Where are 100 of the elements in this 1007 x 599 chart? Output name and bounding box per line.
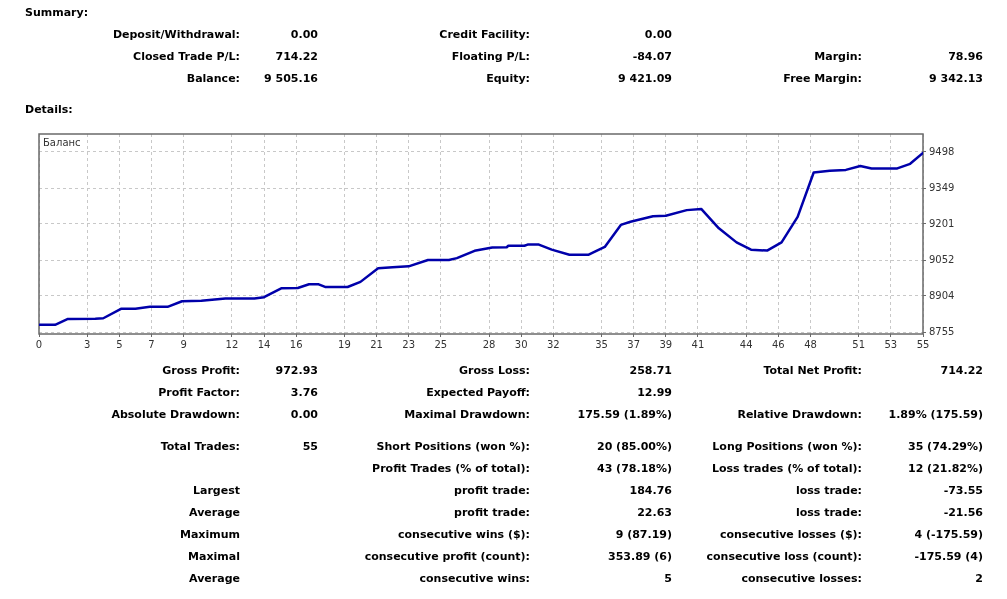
x-tick-label: 21	[370, 338, 383, 350]
text: Total Trades:	[160, 439, 240, 455]
y-tick-label: 9052	[929, 253, 955, 265]
text: loss trade:	[795, 483, 862, 499]
text: 35 (74.29%)	[907, 439, 983, 455]
text: Floating P/L:	[451, 49, 530, 65]
text: 714.22	[940, 363, 983, 379]
text: 3.76	[290, 385, 318, 401]
text: 5	[664, 571, 672, 587]
x-tick-label: 9	[180, 338, 187, 350]
annotation: Баланс	[43, 136, 81, 148]
text: Margin:	[814, 49, 862, 65]
x-tick-label: 5	[116, 338, 123, 350]
text: 0.00	[290, 407, 318, 423]
text: 0.00	[290, 27, 318, 43]
text: Gross Profit:	[162, 363, 240, 379]
text: profit trade:	[454, 505, 530, 521]
text: 9 (87.19)	[615, 527, 672, 543]
text: Maximum	[180, 527, 240, 543]
text: Total Net Profit:	[763, 363, 862, 379]
text: profit trade:	[454, 483, 530, 499]
x-tick-label: 23	[402, 338, 416, 350]
text: loss trade:	[795, 505, 862, 521]
text: Loss trades (% of total):	[711, 461, 862, 477]
text: 9 505.16	[264, 71, 318, 87]
x-tick-label: 41	[691, 338, 705, 350]
text: 258.71	[629, 363, 672, 379]
text: 175.59 (1.89%)	[577, 407, 672, 423]
text: Maximal Drawdown:	[404, 407, 530, 423]
text: consecutive profit (count):	[364, 549, 530, 565]
x-tick-label: 0	[35, 338, 43, 350]
text: Balance:	[186, 71, 240, 87]
text: 78.96	[948, 49, 983, 65]
x-tick-label: 16	[289, 338, 303, 350]
text: Closed Trade P/L:	[133, 49, 240, 65]
text: Credit Facility:	[439, 27, 530, 43]
text: consecutive wins ($):	[397, 527, 530, 543]
x-tick-label: 19	[338, 338, 351, 350]
x-tick-label: 12	[225, 338, 239, 350]
text: Equity:	[486, 71, 530, 87]
text: 12 (21.82%)	[907, 461, 983, 477]
text: -84.07	[632, 49, 672, 65]
text: 9 342.13	[929, 71, 983, 87]
x-tick-label: 35	[595, 338, 608, 350]
x-tick-label: 53	[884, 338, 898, 350]
y-tick-label: 8755	[929, 325, 955, 337]
y-tick-label: 9349	[929, 181, 955, 193]
text: 1.89% (175.59)	[888, 407, 983, 423]
x-tick-label: 32	[546, 338, 560, 350]
x-tick-label: 46	[771, 338, 785, 350]
text: Relative Drawdown:	[737, 407, 862, 423]
text: consecutive loss (count):	[706, 549, 862, 565]
text: 55	[302, 439, 318, 455]
y-tick-label: 9498	[929, 145, 955, 157]
x-tick-label: 48	[804, 338, 817, 350]
x-tick-label: 51	[852, 338, 866, 350]
text: consecutive losses:	[741, 571, 862, 587]
x-tick-label: 55	[916, 338, 930, 350]
text: Absolute Drawdown:	[111, 407, 240, 423]
text: Short Positions (won %):	[376, 439, 530, 455]
x-tick-label: 14	[257, 338, 271, 350]
x-tick-label: 44	[739, 338, 753, 350]
text: consecutive wins:	[419, 571, 530, 587]
x-tick-label: 28	[482, 338, 496, 350]
text: 20 (85.00%)	[596, 439, 672, 455]
text: Maximal	[188, 549, 240, 565]
x-tick-label: 25	[434, 338, 448, 350]
chart-title: Details:	[25, 102, 73, 118]
y-tick-label: 8904	[929, 289, 955, 301]
x-tick-label: 3	[84, 338, 91, 350]
text: 184.76	[629, 483, 672, 499]
text: Average	[189, 505, 240, 521]
text: Average	[189, 571, 240, 587]
text: 972.93	[275, 363, 318, 379]
text: -175.59 (4)	[914, 549, 983, 565]
text: Profit Factor:	[158, 385, 240, 401]
text: Free Margin:	[783, 71, 862, 87]
x-tick-label: 7	[148, 338, 155, 350]
text: 12.99	[637, 385, 672, 401]
text: 2	[975, 571, 983, 587]
text: 4 (-175.59)	[914, 527, 983, 543]
text: -73.55	[943, 483, 983, 499]
text: 43 (78.18%)	[596, 461, 672, 477]
text: 0.00	[644, 27, 672, 43]
text: Deposit/Withdrawal:	[112, 27, 240, 43]
text: 353.89 (6)	[608, 549, 672, 565]
text: consecutive losses ($):	[719, 527, 862, 543]
text: 9 421.09	[618, 71, 672, 87]
y-tick-label: 9201	[929, 217, 955, 229]
x-tick-label: 37	[627, 338, 641, 350]
text: 714.22	[275, 49, 318, 65]
text: Largest	[193, 483, 240, 499]
text: Long Positions (won %):	[712, 439, 862, 455]
x-tick-label: 39	[659, 338, 673, 350]
text: Gross Loss:	[459, 363, 530, 379]
text: -21.56	[943, 505, 983, 521]
text: Profit Trades (% of total):	[372, 461, 530, 477]
x-tick-label: 30	[514, 338, 528, 350]
text: Expected Payoff:	[426, 385, 530, 401]
text: 22.63	[637, 505, 672, 521]
